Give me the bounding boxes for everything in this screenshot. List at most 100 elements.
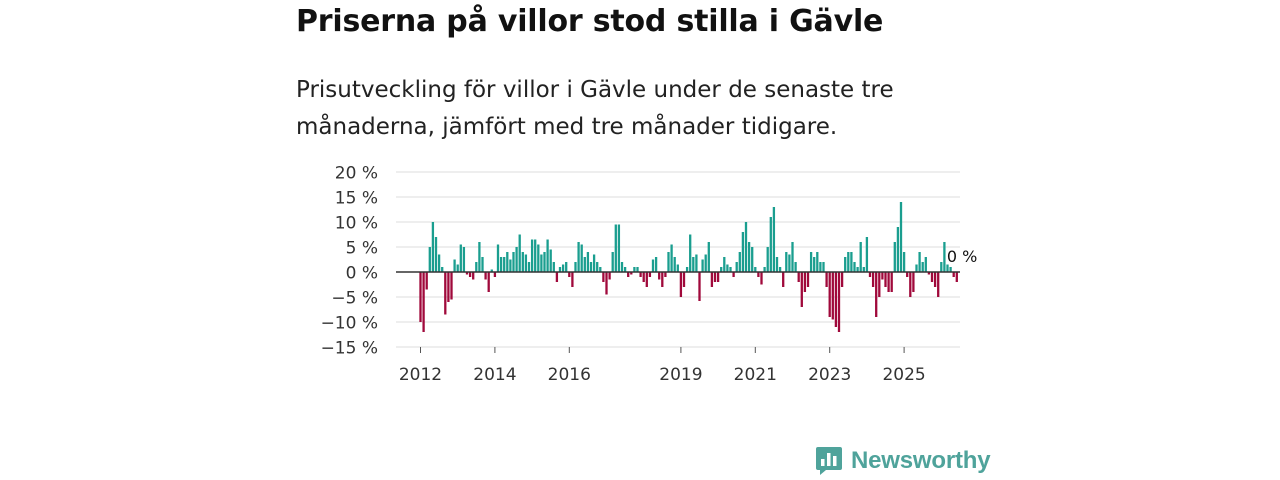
- bar: [862, 267, 865, 272]
- bar: [713, 272, 717, 282]
- bar: [772, 207, 776, 272]
- bar: [530, 239, 534, 272]
- bar: [720, 267, 723, 272]
- bar: [909, 272, 912, 297]
- y-tick-label: 0 %: [346, 264, 378, 284]
- bar: [955, 272, 958, 282]
- bar: [682, 272, 686, 287]
- chart-subtitle: Prisutveckling för villor i Gävle under …: [296, 77, 894, 140]
- y-tick-label: 20 %: [335, 164, 378, 184]
- bar: [565, 262, 568, 272]
- bar: [456, 264, 459, 272]
- bar: [778, 267, 782, 272]
- x-tick-label: 2012: [399, 365, 442, 385]
- bar: [915, 264, 918, 272]
- bar: [710, 272, 714, 287]
- bar: [450, 272, 453, 300]
- x-tick-label: 2025: [882, 365, 925, 385]
- x-tick-label: 2019: [659, 365, 702, 385]
- y-tick-label: 10 %: [335, 214, 378, 234]
- bar: [431, 222, 435, 272]
- bar: [887, 272, 890, 292]
- bar: [878, 272, 881, 297]
- bar: [831, 272, 834, 320]
- bar: [902, 252, 906, 272]
- bar: [751, 247, 754, 272]
- bar: [509, 259, 512, 272]
- bar: [679, 272, 683, 297]
- bar: [803, 272, 807, 292]
- bar: [534, 239, 537, 272]
- bar: [912, 272, 915, 292]
- bar: [639, 272, 642, 277]
- bar: [614, 224, 617, 272]
- bar: [592, 254, 596, 272]
- bar: [856, 267, 859, 272]
- y-tick-label: 15 %: [335, 189, 378, 209]
- bar: [465, 272, 469, 275]
- bar: [732, 272, 735, 277]
- chart-bars: [419, 202, 958, 332]
- bar: [496, 244, 500, 272]
- bar: [651, 259, 655, 272]
- x-tick-label: 2021: [734, 365, 777, 385]
- bar: [757, 272, 760, 277]
- bar: [636, 267, 639, 272]
- bar: [766, 247, 769, 272]
- bar: [943, 242, 946, 272]
- chart-grid: [396, 171, 960, 348]
- bar: [791, 242, 794, 272]
- page-title: Priserna på villor stod stilla i Gävle: [296, 4, 884, 39]
- bar: [617, 224, 621, 272]
- bar: [484, 272, 487, 280]
- brand[interactable]: Newsworthy: [815, 446, 991, 476]
- bar: [568, 272, 571, 277]
- bar: [527, 262, 531, 272]
- bar: [441, 267, 444, 272]
- bar: [558, 267, 562, 272]
- bar: [825, 272, 828, 287]
- bar: [512, 252, 515, 272]
- x-axis: 2012 2014 2016 2019 2021 2023 2025: [399, 347, 926, 385]
- bar: [620, 262, 624, 272]
- bar: [788, 254, 791, 272]
- bar: [645, 272, 648, 287]
- bar: [673, 257, 676, 272]
- bar: [937, 272, 940, 297]
- bar: [459, 244, 462, 272]
- bar: [596, 262, 599, 272]
- bar: [670, 244, 673, 272]
- bar: [881, 272, 884, 280]
- bar: [853, 262, 856, 272]
- bar: [809, 252, 813, 272]
- bar: [689, 234, 692, 272]
- bar: [850, 252, 853, 272]
- bar: [747, 242, 751, 272]
- bar: [899, 202, 903, 272]
- bar: [844, 257, 847, 272]
- bar: [701, 259, 704, 272]
- bar: [760, 272, 763, 285]
- bar: [875, 272, 878, 317]
- bar: [437, 254, 441, 272]
- bar: [602, 272, 605, 282]
- bar: [499, 257, 503, 272]
- bar: [654, 257, 658, 272]
- bar: [518, 234, 521, 272]
- bar: [589, 262, 593, 272]
- bar: [599, 267, 602, 272]
- x-tick-label: 2014: [473, 365, 516, 385]
- bar: [487, 272, 490, 292]
- bar: [561, 264, 565, 272]
- bar: [549, 249, 552, 272]
- bar: [704, 254, 707, 272]
- bar: [552, 262, 555, 272]
- bar: [685, 267, 689, 272]
- bar: [924, 257, 927, 272]
- bar: [546, 239, 549, 272]
- x-tick-label: 2023: [808, 365, 851, 385]
- bar: [667, 252, 670, 272]
- bar: [493, 272, 497, 277]
- bar: [583, 257, 586, 272]
- bar: [949, 267, 952, 272]
